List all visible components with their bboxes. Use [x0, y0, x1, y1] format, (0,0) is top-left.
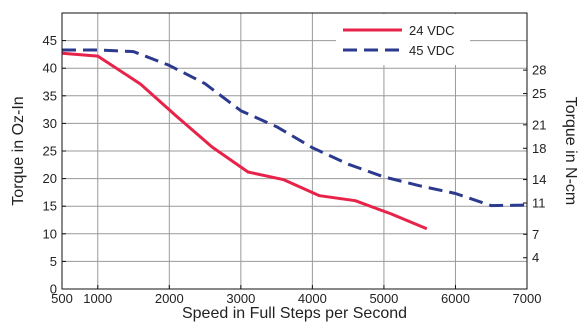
x-tick-label: 7000	[513, 291, 542, 306]
y2-tick-label: 25	[532, 86, 546, 101]
legend-label: 24 VDC	[409, 23, 455, 38]
y-tick-label: 20	[43, 171, 57, 186]
x-tick-label: 6000	[441, 291, 470, 306]
axis-ticks: 500 1000 2000 3000 4000 5000 6000 7000 0 5 10 15 20 2…	[43, 33, 547, 306]
legend-background	[336, 14, 470, 65]
y2-tick-label: 7	[532, 227, 539, 242]
y2-tick-label: 11	[532, 196, 546, 211]
x-tick-label: 500	[51, 291, 73, 306]
y2-axis-label: Torque in N-cm	[562, 97, 579, 205]
y-tick-label: 5	[50, 254, 57, 269]
y-tick-label: 30	[43, 116, 57, 131]
y-tick-label: 40	[43, 61, 57, 76]
y-tick-label: 0	[50, 282, 57, 297]
y2-tick-label: 28	[532, 63, 546, 78]
y2-tick-label: 14	[532, 172, 546, 187]
y-tick-label: 25	[43, 144, 57, 159]
series-line-2	[62, 48, 528, 208]
legend: 24 VDC 45 VDC	[336, 14, 470, 65]
series-line-1	[61, 51, 428, 231]
y2-tick-label: 4	[532, 250, 539, 265]
y-axis-label: Torque in Oz-In	[10, 96, 27, 205]
x-axis-label: Speed in Full Steps per Second	[182, 305, 407, 322]
x-tick-label: 1000	[83, 291, 112, 306]
y-tick-label: 35	[43, 88, 57, 103]
x-tick-label: 4000	[298, 291, 327, 306]
y2-tick-label: 18	[532, 141, 546, 156]
y-tick-label: 10	[43, 226, 57, 241]
y-tick-label: 45	[43, 33, 57, 48]
y2-tick-label: 21	[532, 117, 546, 132]
y-tick-label: 15	[43, 199, 57, 214]
series-lines	[61, 48, 528, 231]
legend-label: 45 VDC	[409, 43, 455, 58]
x-tick-label: 2000	[155, 291, 184, 306]
x-tick-label: 3000	[226, 291, 255, 306]
x-tick-label: 5000	[369, 291, 398, 306]
